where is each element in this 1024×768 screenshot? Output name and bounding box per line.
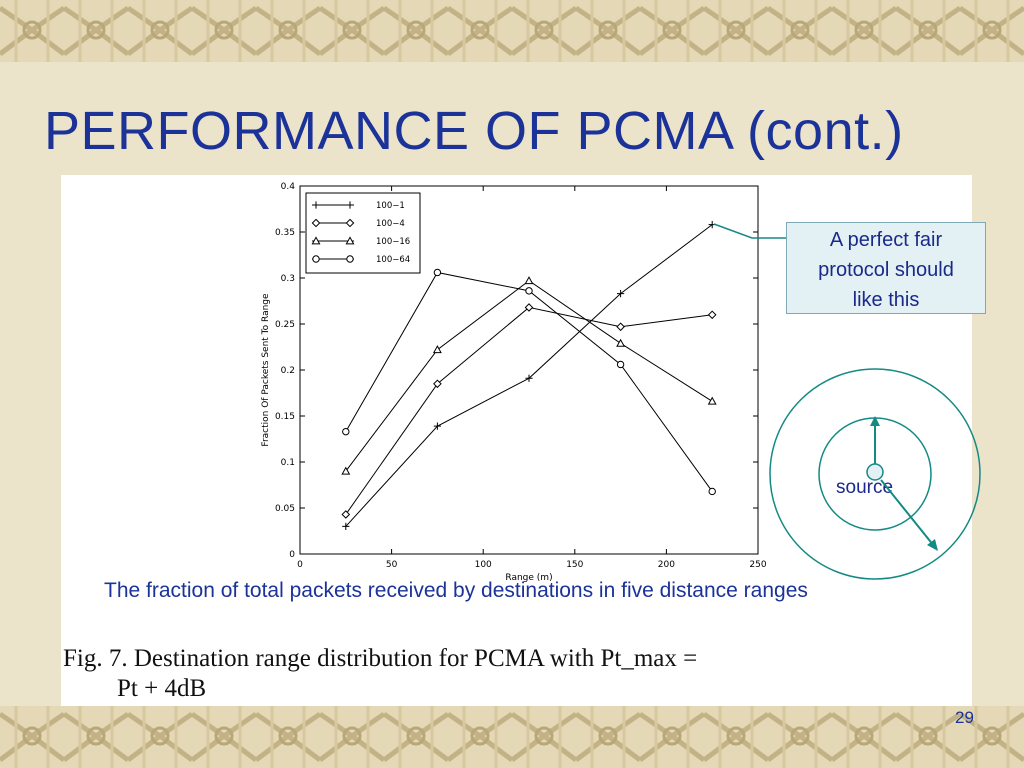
callout-line-3: like this [852,289,920,311]
x-tick-label: 250 [749,560,766,570]
x-tick-label: 150 [566,560,583,570]
data-point-s4-p2 [433,268,442,277]
slide-title: PERFORMANCE OF PCMA (cont.) [44,101,904,161]
y-tick-label: 0.05 [275,504,295,514]
legend-marker-3 [311,236,321,245]
data-point-s3-p1 [341,466,351,475]
data-point-s2-p5 [707,310,717,320]
inner-radius-arrowhead [870,416,880,426]
outer-radius-arrow [880,479,935,547]
data-point-s4-p3 [525,287,533,295]
legend-label-2: 100−4 [376,219,405,229]
legend-label-3: 100−16 [376,237,410,247]
legend-marker-4-b [346,255,354,263]
data-point-s4-p1 [342,427,350,436]
callout-line-1: A perfect fair [829,229,943,251]
legend-marker-4 [312,255,320,263]
callout-line-2: protocol should [818,259,954,281]
legend-marker-1-b [346,201,354,209]
y-tick-label: 0.25 [275,320,295,330]
source-label: source [836,477,894,498]
legend-marker-2 [311,218,321,228]
data-point-s3-p2 [432,345,442,354]
line-chart: 0 50 100 150 200 250 0 0.05 0.1 0.15 0.2 0.25 0.3 0.3… [261,182,767,583]
figure-caption-line-2: Pt + 4dB [117,675,207,702]
outer-radius-arrowhead [927,539,938,551]
legend-label-1: 100−1 [376,201,405,211]
y-tick-label: 0 [289,550,295,560]
x-tick-label: 200 [658,560,675,570]
data-point-s3-p4 [616,338,626,347]
y-axis-label: Fraction Of Packets Sent To Range [261,293,271,447]
chart-caption: The fraction of total packets received b… [104,579,808,602]
legend-marker-1 [312,201,320,209]
data-point-s2-p4 [616,322,625,332]
slide-number: 29 [955,708,974,727]
data-point-s1-p4 [617,290,625,298]
figure-caption: Fig. 7. Destination range distribution f… [63,644,973,704]
y-tick-label: 0.3 [281,274,295,284]
legend-box [305,192,421,274]
y-tick-label: 0.35 [275,228,295,238]
x-tick-label: 100 [475,560,492,570]
y-tick-label: 0.4 [281,182,296,192]
data-point-s4-p4 [616,360,625,369]
x-tick-label: 50 [386,560,398,570]
perfect-fair-callout: A perfect fair protocol should like this [786,222,986,314]
source-node [866,463,884,481]
legend-marker-3-b [345,236,355,245]
data-point-s2-p2 [433,379,442,389]
x-tick-label: 0 [297,560,303,570]
data-point-s1-p1 [342,522,350,530]
top-border-pattern [0,0,1024,62]
y-tick-label: 0.1 [281,458,295,468]
outer-range-circle [769,368,981,580]
y-tick-label: 0.2 [281,366,295,376]
legend-label-4: 100−64 [376,255,410,265]
bottom-border-pattern [0,706,1024,768]
data-point-s2-p1 [341,510,351,519]
callout-pointer [713,223,786,239]
data-point-s3-p3 [524,276,534,285]
data-point-s4-p5 [708,487,716,496]
figure-caption-line-1: Fig. 7. Destination range distribution f… [63,645,698,672]
x-axis-label: Range (m) [505,573,552,583]
legend-marker-2-b [345,218,355,228]
data-point-s3-p5 [707,396,717,405]
y-tick-label: 0.15 [275,412,295,422]
data-point-s2-p3 [524,303,534,312]
figure-panel: 0 50 100 150 200 250 0 0.05 0.1 0.15 0.2 0.25 0.3 0.3… [61,175,972,707]
data-point-s1-p2 [433,422,441,430]
data-point-s1-p3 [525,374,533,382]
